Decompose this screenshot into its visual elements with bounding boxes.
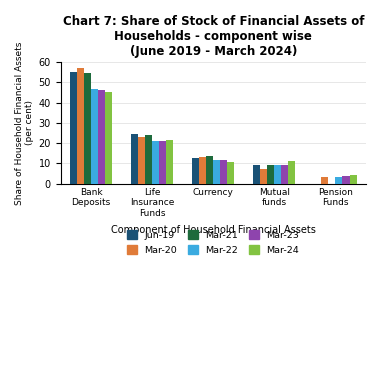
Bar [138, 137, 145, 184]
Bar [77, 68, 84, 184]
Bar [105, 93, 112, 184]
Bar [199, 157, 206, 184]
Bar [84, 73, 91, 184]
Bar [349, 174, 357, 184]
Bar [192, 158, 199, 184]
Bar [274, 165, 282, 184]
Bar [227, 162, 234, 184]
Bar [70, 72, 77, 184]
Bar [159, 141, 166, 184]
Y-axis label: Share of Household Financial Assets
(per cent): Share of Household Financial Assets (per… [15, 41, 34, 205]
Bar [213, 160, 220, 184]
Bar [288, 162, 296, 184]
Bar [152, 141, 159, 184]
Bar [343, 176, 349, 184]
Bar [166, 140, 173, 184]
Bar [91, 90, 98, 184]
Bar [131, 134, 138, 184]
X-axis label: Component of Household Financial Assets: Component of Household Financial Assets [111, 225, 316, 235]
Bar [253, 165, 260, 184]
Bar [206, 156, 213, 184]
Title: Chart 7: Share of Stock of Financial Assets of
Households - component wise
(June: Chart 7: Share of Stock of Financial Ass… [62, 15, 364, 58]
Bar [98, 90, 105, 184]
Bar [260, 168, 267, 184]
Bar [145, 135, 152, 184]
Bar [267, 165, 274, 184]
Bar [282, 165, 288, 184]
Bar [335, 177, 343, 184]
Bar [220, 160, 227, 184]
Legend: Jun-19, Mar-20, Mar-21, Mar-22, Mar-23, Mar-24: Jun-19, Mar-20, Mar-21, Mar-22, Mar-23, … [125, 227, 302, 258]
Bar [322, 177, 328, 184]
